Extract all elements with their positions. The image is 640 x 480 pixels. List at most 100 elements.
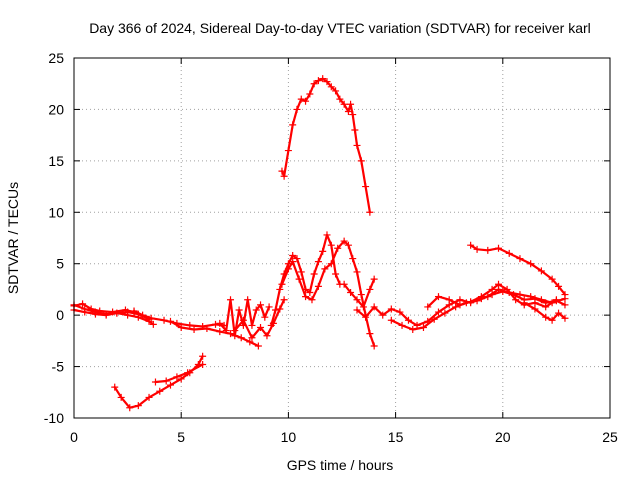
data-point-marker [151, 378, 159, 386]
x-axis: 0 5 10 15 20 25 [70, 58, 618, 445]
series-line [523, 301, 567, 322]
data-point-marker [531, 305, 539, 313]
data-point-marker [561, 314, 569, 322]
series-line [218, 298, 271, 337]
data-point-marker [79, 300, 87, 308]
data-point-marker [334, 244, 342, 252]
data-point-marker [512, 296, 520, 304]
data-point-marker [235, 306, 243, 314]
y-tick-label: 20 [48, 101, 64, 117]
data-point-marker [306, 90, 314, 98]
data-point-marker [297, 95, 305, 103]
data-point-marker [516, 255, 524, 263]
data-point-marker [162, 377, 170, 385]
data-point-marker [409, 326, 417, 334]
series-arc-11 [278, 237, 378, 350]
data-point-marker [477, 293, 485, 301]
data-point-marker [321, 265, 329, 273]
data-point-marker [327, 83, 335, 91]
data-point-marker [139, 311, 147, 319]
data-point-marker [419, 323, 427, 331]
data-point-marker [327, 260, 335, 268]
x-axis-label: GPS time / hours [287, 457, 394, 473]
data-point-marker [314, 258, 322, 266]
series-arc-10 [267, 231, 344, 329]
data-point-marker [184, 369, 192, 377]
series-arc-12 [340, 275, 378, 311]
x-tick-label: 5 [177, 429, 185, 445]
data-point-marker [91, 310, 99, 318]
y-tick-label: 5 [56, 256, 64, 272]
data-point-marker [147, 314, 155, 322]
data-point-marker [488, 285, 496, 293]
data-point-marker [537, 296, 545, 304]
data-point-marker [280, 296, 288, 304]
data-point-marker [177, 375, 185, 383]
data-point-marker [227, 330, 235, 338]
data-point-marker [340, 237, 348, 245]
data-point-marker [314, 77, 322, 85]
y-tick-label: 15 [48, 153, 64, 169]
data-point-marker [109, 308, 117, 316]
data-point-marker [257, 323, 265, 331]
data-point-marker [319, 247, 327, 255]
data-point-marker [239, 316, 247, 324]
data-point-marker [353, 141, 361, 149]
data-point-marker [261, 313, 269, 321]
data-point-marker [561, 301, 569, 309]
data-point-marker [293, 105, 301, 113]
data-point-marker [555, 309, 563, 317]
data-point-marker [473, 245, 481, 253]
data-point-marker [527, 293, 535, 301]
data-point-marker [434, 308, 442, 316]
data-point-marker [387, 316, 395, 324]
data-point-marker [134, 402, 142, 410]
data-point-marker [347, 289, 355, 297]
data-point-marker [495, 280, 503, 288]
series-arc-7 [166, 317, 262, 350]
data-point-marker [434, 293, 442, 301]
data-point-marker [257, 301, 265, 309]
data-point-marker [542, 313, 550, 321]
data-point-marker [555, 282, 563, 290]
data-point-marker [445, 296, 453, 304]
y-tick-label: -5 [52, 359, 65, 375]
data-point-marker [265, 303, 273, 311]
data-point-marker [344, 107, 352, 115]
data-point-marker [248, 321, 256, 329]
data-point-marker [467, 298, 475, 306]
plot-frame [73, 57, 611, 419]
data-point-marker [254, 342, 262, 350]
x-tick-label: 20 [495, 429, 511, 445]
data-point-marker [284, 265, 292, 273]
series-arc-5 [151, 361, 207, 386]
data-point-marker [111, 383, 119, 391]
data-point-marker [387, 305, 395, 313]
series-arc-6 [130, 307, 228, 330]
data-point-marker [398, 321, 406, 329]
data-point-marker [302, 97, 310, 105]
data-point-marker [357, 291, 365, 299]
x-tick-label: 25 [602, 429, 618, 445]
series-arc-18 [520, 299, 569, 324]
data-point-marker [370, 275, 378, 283]
data-point-marker [332, 270, 340, 278]
data-point-marker [177, 323, 185, 331]
data-point-marker [199, 361, 207, 369]
data-point-marker [441, 309, 449, 317]
data-point-marker [263, 332, 271, 340]
data-point-marker [199, 352, 207, 360]
y-tick-label: 25 [48, 50, 64, 66]
data-point-marker [484, 293, 492, 301]
data-point-marker [340, 100, 348, 108]
data-point-marker [357, 157, 365, 165]
data-point-marker [548, 275, 556, 283]
data-point-marker [248, 334, 256, 342]
data-point-marker [227, 296, 235, 304]
data-point-marker [370, 342, 378, 350]
data-point-marker [548, 316, 556, 324]
data-point-marker [289, 251, 297, 259]
data-point-marker [87, 305, 95, 313]
data-point-marker [278, 280, 286, 288]
